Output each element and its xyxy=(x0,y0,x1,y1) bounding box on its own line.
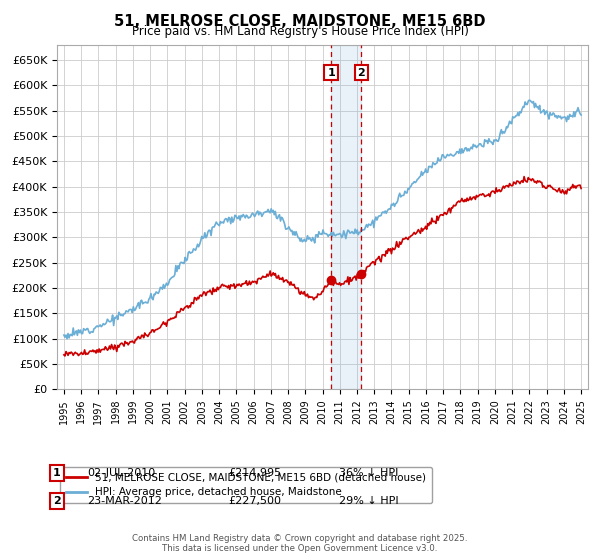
Text: 1: 1 xyxy=(53,468,61,478)
Text: 1: 1 xyxy=(327,68,335,78)
Legend: 51, MELROSE CLOSE, MAIDSTONE, ME15 6BD (detached house), HPI: Average price, det: 51, MELROSE CLOSE, MAIDSTONE, ME15 6BD (… xyxy=(59,466,432,503)
Bar xyxy=(331,45,361,389)
Text: £214,995: £214,995 xyxy=(228,468,281,478)
Text: 29% ↓ HPI: 29% ↓ HPI xyxy=(339,496,398,506)
Text: 36% ↓ HPI: 36% ↓ HPI xyxy=(339,468,398,478)
Text: 2: 2 xyxy=(358,68,365,78)
Text: Price paid vs. HM Land Registry's House Price Index (HPI): Price paid vs. HM Land Registry's House … xyxy=(131,25,469,38)
Text: Contains HM Land Registry data © Crown copyright and database right 2025.
This d: Contains HM Land Registry data © Crown c… xyxy=(132,534,468,553)
Text: 02-JUL-2010: 02-JUL-2010 xyxy=(87,468,155,478)
Text: 2: 2 xyxy=(53,496,61,506)
Text: £227,500: £227,500 xyxy=(228,496,281,506)
Text: 23-MAR-2012: 23-MAR-2012 xyxy=(87,496,162,506)
Text: 51, MELROSE CLOSE, MAIDSTONE, ME15 6BD: 51, MELROSE CLOSE, MAIDSTONE, ME15 6BD xyxy=(114,14,486,29)
